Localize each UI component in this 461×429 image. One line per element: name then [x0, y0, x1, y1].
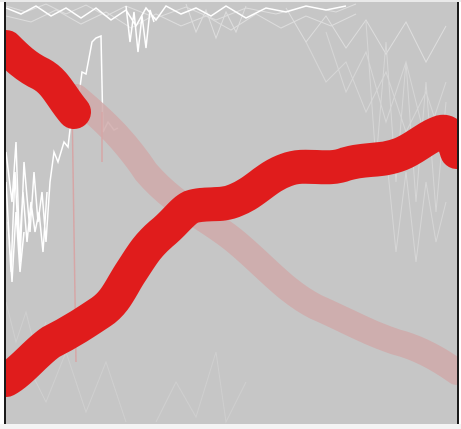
top-edge [0, 0, 461, 2]
rising-red-trace [6, 114, 457, 397]
white-noise-left [6, 34, 119, 283]
falling-faded-trace [63, 84, 457, 385]
bottom-strip [0, 424, 461, 429]
white-noise-top-bright [6, 5, 347, 53]
game-viewport[interactable] [4, 2, 459, 424]
scene-canvas[interactable] [6, 2, 457, 424]
falling-red-trace-upper [6, 30, 91, 129]
